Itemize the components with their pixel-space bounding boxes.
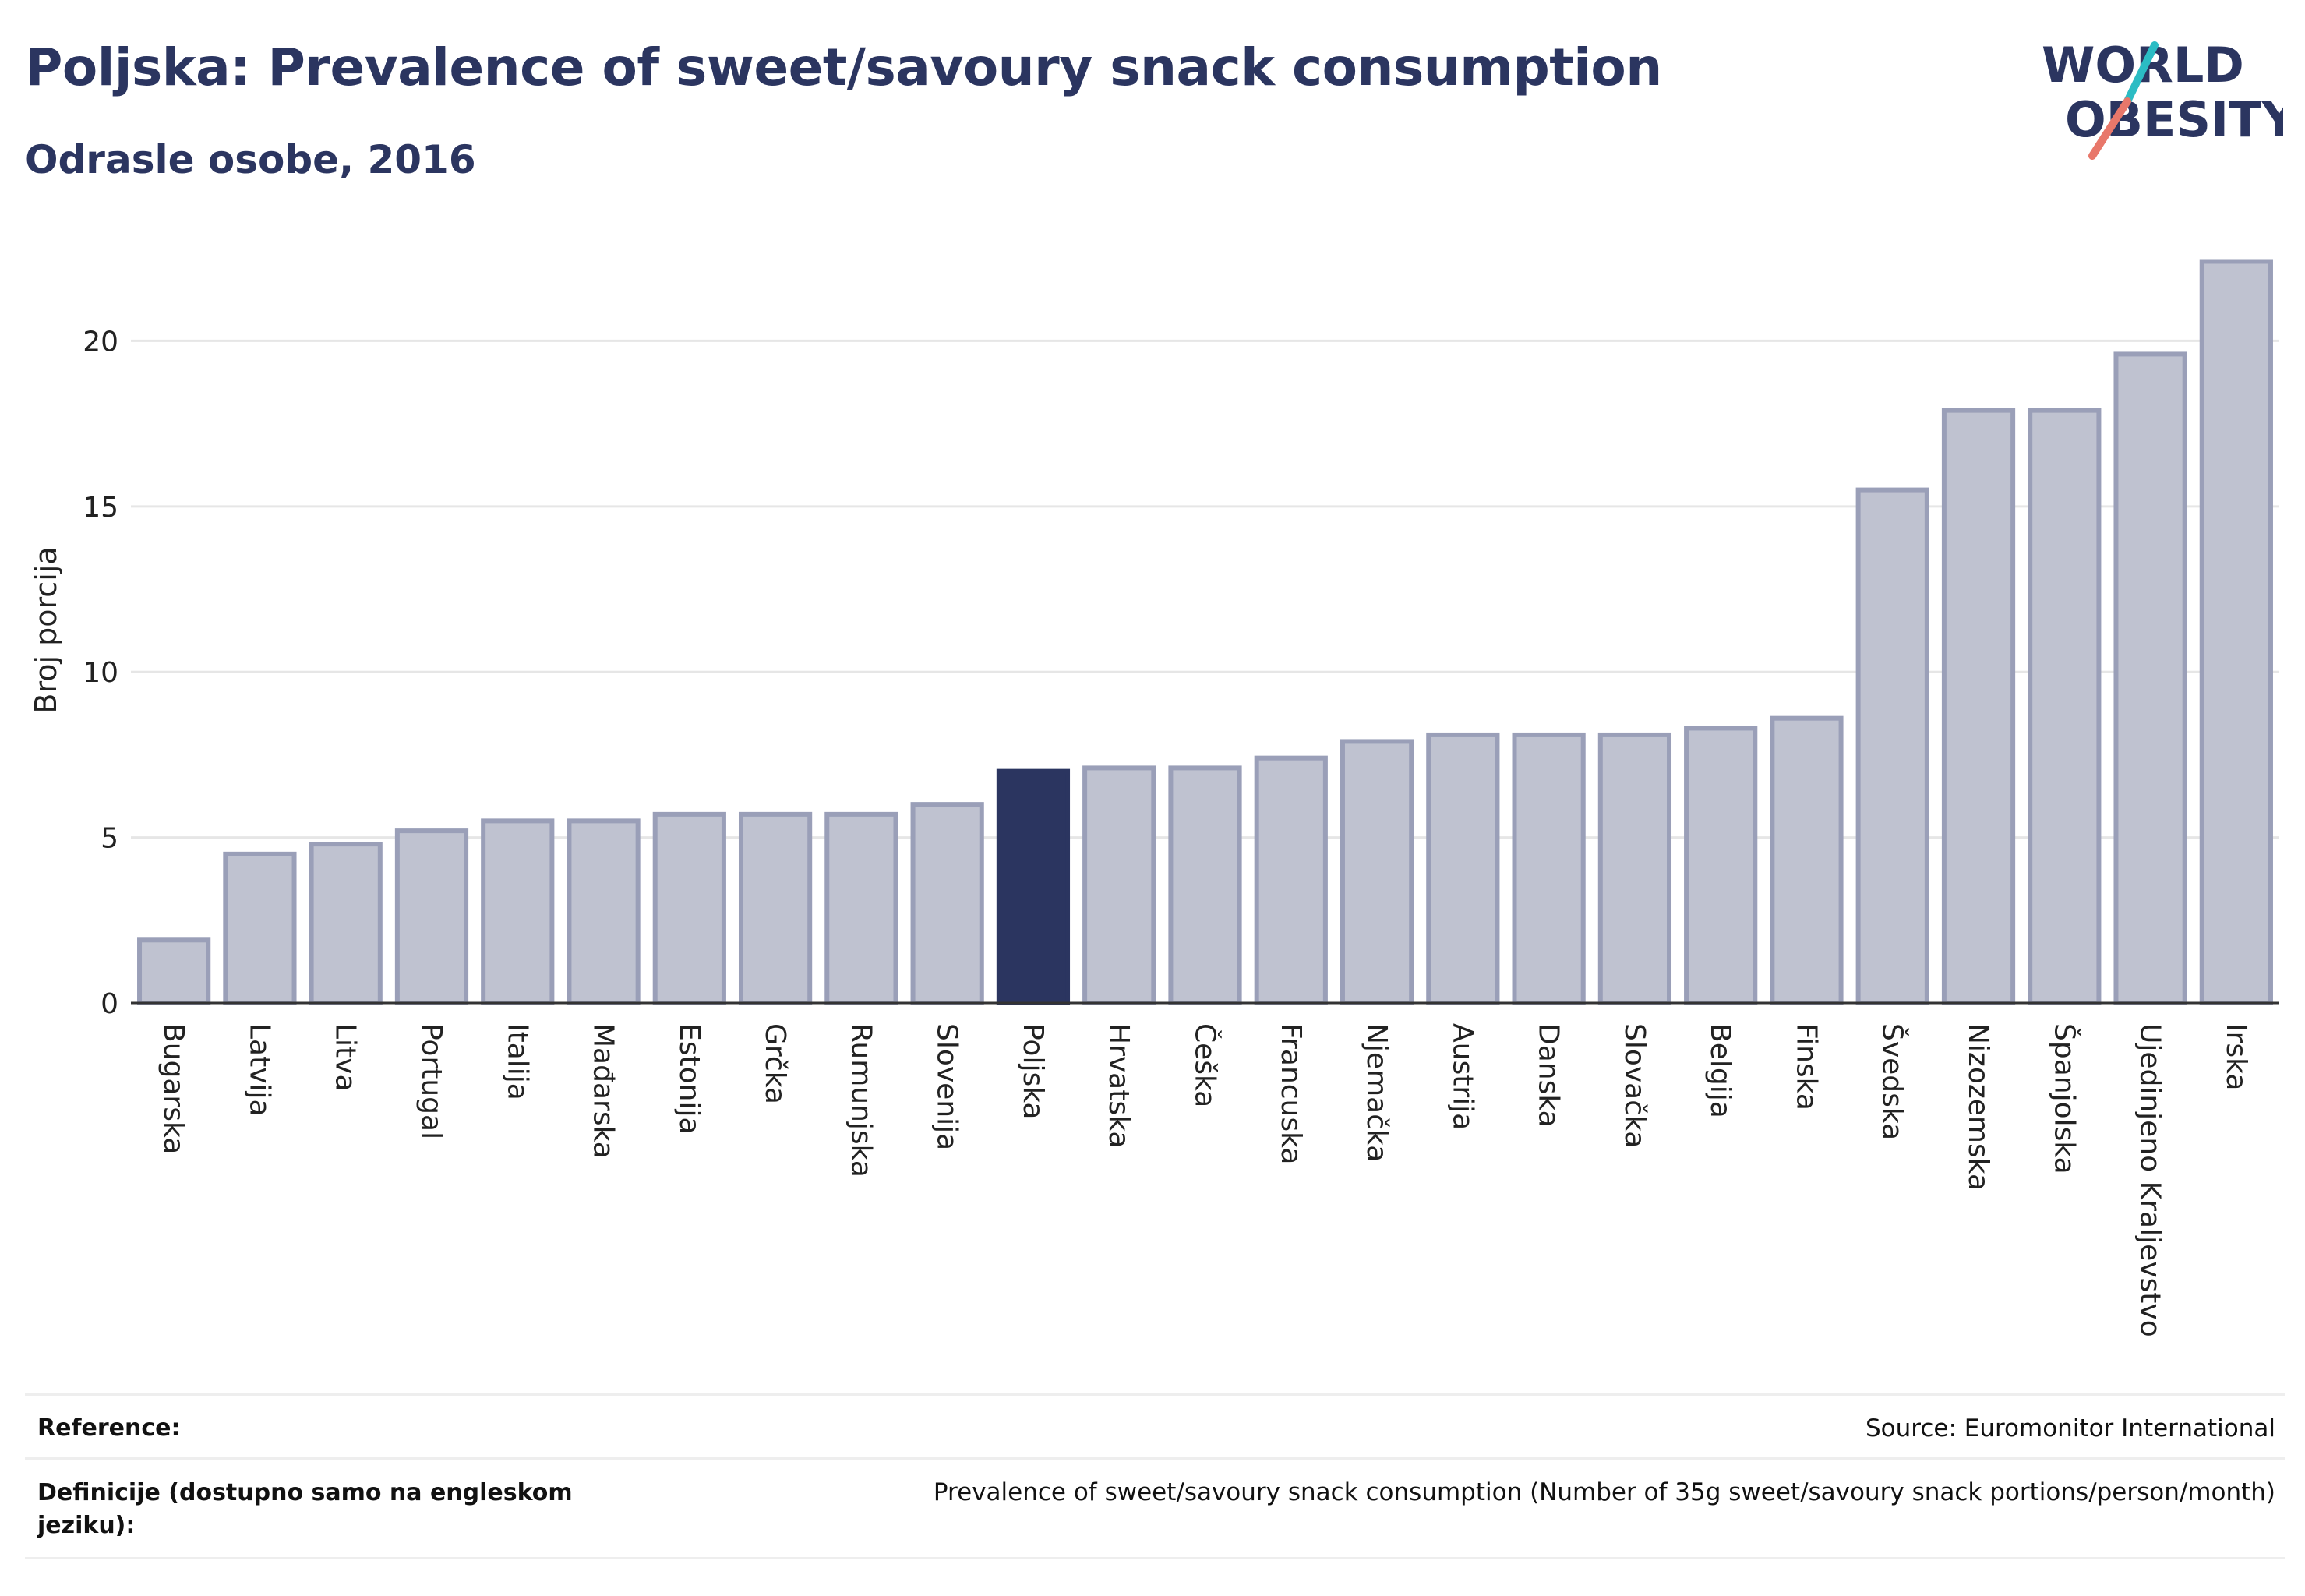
- bar-češka: [1168, 765, 1242, 1005]
- x-tick-label: Finska: [1790, 1023, 1822, 1110]
- definition-value: Prevalence of sweet/savoury snack consum…: [933, 1478, 2275, 1506]
- bars: [137, 259, 2273, 1006]
- footer-row-definition: Definicije (dostupno samo na engleskom j…: [25, 1457, 2285, 1559]
- x-tick-label: Latvija: [243, 1023, 275, 1117]
- x-axis-labels: Bugarska Latvija Litva Portugal Italija Mađar…: [157, 1023, 2252, 1337]
- x-tick-label: Slovačka: [1618, 1023, 1650, 1148]
- bar-irska: [2199, 259, 2273, 1006]
- bar-švedska: [1855, 487, 1929, 1005]
- bar-hrvatska: [1082, 765, 1156, 1005]
- x-tick-label: Belgija: [1704, 1023, 1736, 1118]
- x-tick-label: Ujedinjeno Kraljevstvo: [2134, 1023, 2166, 1337]
- bar-italija: [481, 818, 555, 1005]
- x-tick-label: Bugarska: [157, 1023, 189, 1154]
- bar-grčka: [738, 811, 813, 1005]
- bar-francuska: [1254, 755, 1328, 1006]
- bar-slovačka: [1597, 732, 1672, 1005]
- x-tick-label: Švedska: [1876, 1023, 1909, 1140]
- bar-latvija: [223, 851, 297, 1005]
- y-tick-label: 20: [83, 326, 118, 358]
- bar-danska: [1512, 732, 1586, 1005]
- definition-label: Definicije (dostupno samo na engleskom j…: [37, 1479, 573, 1539]
- page-subtitle: Odrasle osobe, 2016: [25, 137, 476, 182]
- bar-portugal: [394, 828, 469, 1005]
- x-tick-label: Nizozemska: [1962, 1023, 1994, 1191]
- world-obesity-logo: WORLD OBESITY: [2042, 39, 2283, 160]
- page-title: Poljska: Prevalence of sweet/savoury sna…: [25, 37, 1662, 97]
- x-tick-label: Češka: [1189, 1023, 1222, 1107]
- x-tick-label: Portugal: [415, 1023, 447, 1139]
- bar-austrija: [1426, 732, 1500, 1005]
- bar-litva: [309, 842, 383, 1006]
- y-tick-label: 10: [83, 657, 118, 689]
- x-tick-label: Danska: [1533, 1023, 1565, 1128]
- bar-rumunjska: [824, 811, 898, 1005]
- y-tick-label: 15: [83, 492, 118, 524]
- x-tick-label: Grčka: [759, 1023, 791, 1104]
- logo-slash-coral: [2088, 97, 2131, 160]
- footer-row-reference: Reference: Source: Euromonitor Internati…: [25, 1393, 2285, 1460]
- reference-label: Reference:: [37, 1414, 181, 1442]
- x-tick-label: Španjolska: [2048, 1023, 2081, 1174]
- bar-chart: 0 5 10 15 20 Bugarska Latvija Litva Portugal Ita…: [29, 259, 2279, 1337]
- bar-estonija: [652, 811, 726, 1005]
- bar-belgija: [1684, 726, 1758, 1005]
- bar-slovenija: [910, 802, 984, 1006]
- x-tick-label: Litva: [330, 1023, 362, 1092]
- y-axis-ticks: 0 5 10 15 20: [83, 326, 118, 1020]
- y-tick-label: 0: [101, 988, 118, 1020]
- x-tick-label: Njemačka: [1361, 1023, 1393, 1162]
- bar-finska: [1770, 715, 1844, 1005]
- x-tick-label: Rumunjska: [845, 1023, 877, 1178]
- footer-table: Reference: Source: Euromonitor Internati…: [25, 1393, 2285, 1565]
- x-tick-label: Hrvatska: [1103, 1023, 1135, 1148]
- y-axis-label: Broj porcija: [29, 546, 63, 713]
- x-tick-label: Austrija: [1446, 1023, 1478, 1130]
- bar-mađarska: [567, 818, 641, 1005]
- x-tick-label: Poljska: [1017, 1023, 1049, 1120]
- bar-ujedinjeno-kraljevstvo: [2113, 351, 2187, 1005]
- x-tick-label: Italija: [501, 1023, 533, 1100]
- y-tick-label: 5: [101, 823, 118, 855]
- x-tick-label: Mađarska: [588, 1023, 619, 1159]
- reference-value: Source: Euromonitor International: [1865, 1414, 2275, 1442]
- x-tick-label: Irska: [2220, 1023, 2252, 1090]
- bar-bugarska: [137, 937, 211, 1005]
- bar-poljska: [996, 768, 1071, 1005]
- x-tick-label: Estonija: [673, 1023, 705, 1135]
- bar-njemačka: [1340, 739, 1414, 1005]
- logo-slash-teal: [2123, 41, 2159, 105]
- bar-španjolska: [2028, 408, 2102, 1005]
- x-tick-label: Francuska: [1275, 1023, 1307, 1164]
- bar-nizozemska: [1941, 408, 2016, 1005]
- x-tick-label: Slovenija: [931, 1023, 963, 1150]
